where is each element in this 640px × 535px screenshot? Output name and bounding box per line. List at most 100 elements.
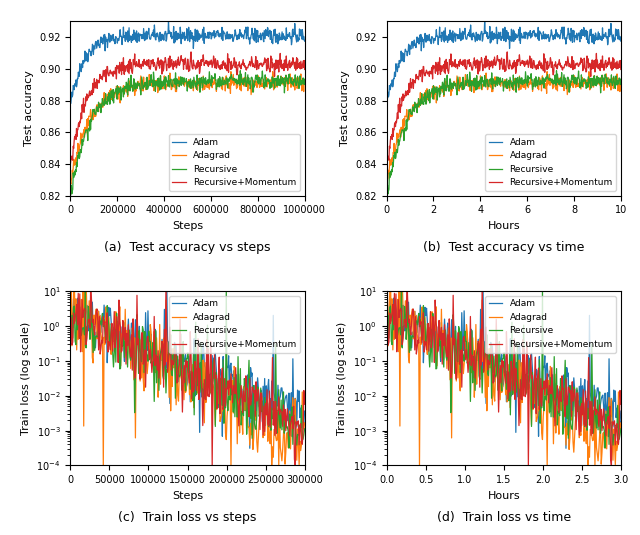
- Adam: [383, 331, 391, 337]
- Adam: [383, 305, 390, 312]
- Adagrad: [582, 432, 589, 439]
- Y-axis label: Test accuracy: Test accuracy: [340, 71, 350, 147]
- X-axis label: Steps: Steps: [172, 221, 203, 231]
- Adam: [523, 370, 531, 376]
- Adam: [479, 278, 487, 284]
- Recursive+Momentum: [207, 59, 214, 66]
- Adam: [522, 374, 530, 381]
- Legend: Adam, Adagrad, Recursive, Recursive+Momentum: Adam, Adagrad, Recursive, Recursive+Mome…: [485, 134, 616, 191]
- Recursive: [383, 341, 390, 348]
- Recursive: [193, 72, 201, 78]
- Adagrad: [296, 81, 304, 87]
- Y-axis label: Train loss (log scale): Train loss (log scale): [337, 322, 347, 435]
- Recursive: [602, 445, 609, 451]
- Line: Adam: Adam: [387, 20, 621, 103]
- Adagrad: [383, 181, 391, 187]
- Recursive+Momentum: [187, 49, 195, 55]
- Adam: [266, 395, 273, 402]
- Recursive+Momentum: [67, 338, 74, 345]
- Adam: [179, 29, 186, 35]
- Recursive+Momentum: [617, 401, 625, 407]
- Recursive: [178, 81, 186, 88]
- Recursive+Momentum: [67, 315, 75, 321]
- Legend: Adam, Adagrad, Recursive, Recursive+Momentum: Adam, Adagrad, Recursive, Recursive+Mome…: [485, 296, 616, 353]
- Adam: [523, 30, 531, 36]
- Adagrad: [259, 76, 267, 82]
- Adagrad: [207, 381, 215, 387]
- Recursive+Momentum: [67, 160, 74, 167]
- Recursive+Momentum: [582, 388, 589, 394]
- Adagrad: [524, 381, 531, 387]
- Recursive: [211, 365, 218, 371]
- Adam: [617, 408, 625, 414]
- X-axis label: Steps: Steps: [172, 491, 203, 501]
- Recursive+Momentum: [527, 375, 535, 381]
- Adam: [383, 100, 391, 106]
- Recursive: [383, 330, 391, 336]
- Line: Recursive: Recursive: [70, 284, 305, 448]
- Recursive: [617, 426, 625, 432]
- Adagrad: [612, 81, 620, 87]
- Recursive: [397, 280, 405, 287]
- Adam: [180, 30, 188, 37]
- Adagrad: [383, 286, 391, 292]
- Adagrad: [575, 76, 583, 82]
- Recursive+Momentum: [403, 278, 411, 284]
- Adagrad: [67, 179, 74, 185]
- Recursive+Momentum: [510, 63, 518, 70]
- Title: (b)  Test accuracy vs time: (b) Test accuracy vs time: [423, 241, 584, 254]
- Adam: [596, 401, 604, 408]
- Recursive: [522, 391, 530, 398]
- Legend: Adam, Adagrad, Recursive, Recursive+Momentum: Adam, Adagrad, Recursive, Recursive+Mome…: [169, 296, 300, 353]
- Recursive+Momentum: [525, 462, 532, 469]
- Adagrad: [227, 68, 235, 75]
- Recursive: [509, 72, 517, 78]
- Adam: [259, 37, 267, 43]
- Recursive+Momentum: [179, 56, 187, 63]
- Title: (a)  Test accuracy vs steps: (a) Test accuracy vs steps: [104, 241, 271, 254]
- Line: Adam: Adam: [70, 20, 305, 103]
- Recursive: [495, 78, 503, 85]
- Recursive: [236, 67, 244, 74]
- Adam: [575, 37, 583, 43]
- Adagrad: [301, 419, 308, 426]
- Adagrad: [266, 432, 273, 439]
- Recursive+Momentum: [296, 65, 303, 71]
- Recursive+Momentum: [280, 417, 288, 423]
- Line: Adagrad: Adagrad: [387, 72, 621, 184]
- Legend: Adam, Adagrad, Recursive, Recursive+Momentum: Adam, Adagrad, Recursive, Recursive+Mome…: [169, 134, 300, 191]
- Adagrad: [415, 462, 423, 469]
- Adagrad: [617, 78, 625, 84]
- Adagrad: [523, 389, 531, 395]
- Recursive+Momentum: [266, 388, 273, 394]
- Adam: [67, 100, 75, 106]
- Adam: [565, 446, 573, 452]
- Recursive+Momentum: [301, 66, 308, 73]
- Adam: [481, 17, 488, 24]
- Recursive: [67, 341, 74, 348]
- Recursive: [207, 376, 214, 383]
- Adagrad: [211, 422, 219, 428]
- Line: Recursive: Recursive: [387, 71, 621, 198]
- Adagrad: [207, 77, 214, 83]
- Adam: [206, 374, 214, 381]
- Adam: [67, 100, 74, 106]
- Line: Adam: Adam: [387, 281, 621, 449]
- Recursive+Momentum: [523, 59, 531, 66]
- Recursive+Momentum: [87, 278, 95, 284]
- Recursive+Momentum: [575, 62, 583, 68]
- Recursive+Momentum: [178, 56, 186, 63]
- Line: Adagrad: Adagrad: [70, 72, 305, 184]
- Adam: [280, 401, 288, 408]
- Recursive+Momentum: [522, 389, 530, 395]
- Adagrad: [527, 422, 535, 428]
- Recursive: [581, 423, 589, 430]
- Recursive: [67, 330, 75, 336]
- Recursive+Momentum: [383, 315, 391, 321]
- Recursive: [67, 195, 74, 202]
- Adam: [301, 408, 308, 414]
- Adagrad: [495, 75, 502, 81]
- Adagrad: [194, 87, 202, 94]
- Recursive+Momentum: [209, 462, 216, 469]
- Y-axis label: Test accuracy: Test accuracy: [24, 71, 34, 147]
